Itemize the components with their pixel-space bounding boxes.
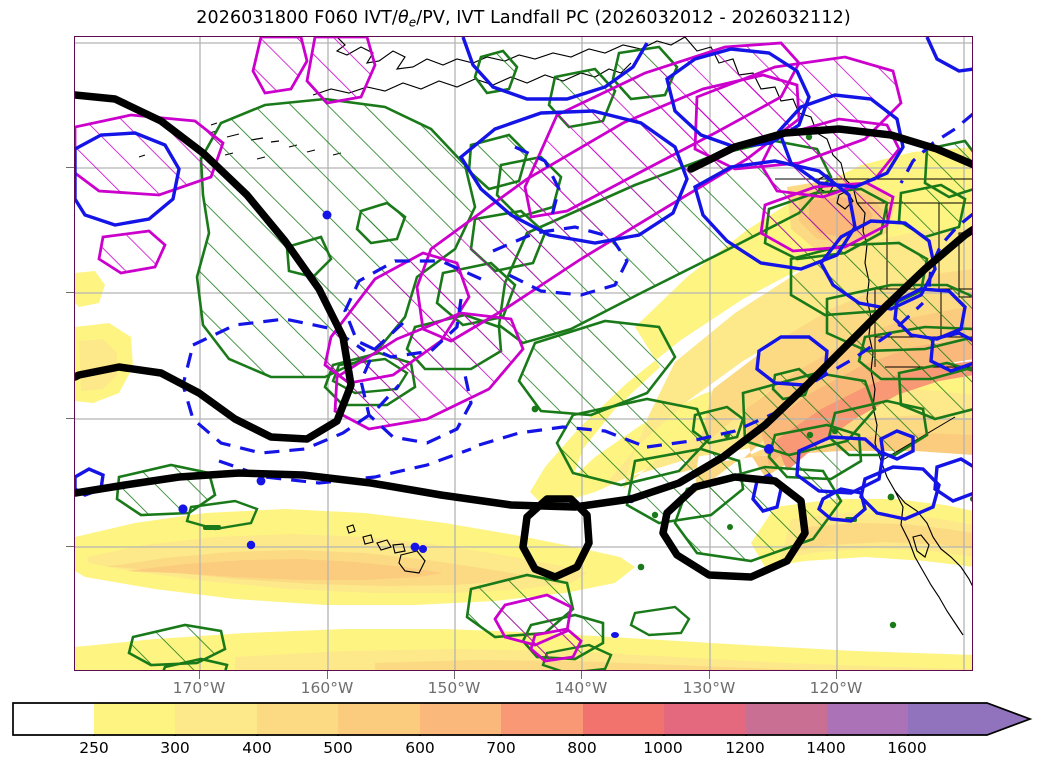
x-axis-label-160w: 160°W [300, 679, 354, 697]
x-tick-170w [199, 671, 201, 679]
pv-contours [75, 91, 972, 581]
colorbar-swatches [13, 703, 1030, 735]
title-window: (2026032012 - 2026032112) [594, 8, 851, 28]
x-tick-130w [709, 671, 711, 679]
title-fhour: F060 [314, 8, 359, 28]
colorbar-canvas [12, 702, 1033, 736]
colorbar-label-700: 700 [486, 739, 516, 757]
colorbar-label-250: 250 [79, 739, 109, 757]
colorbar-label-1400: 1400 [806, 739, 846, 757]
colorbar-label-1000: 1000 [643, 739, 683, 757]
x-axis-label-150w: 150°W [427, 679, 481, 697]
y-tick-30 [66, 418, 74, 420]
x-axis-label-120w: 120°W [809, 679, 863, 697]
y-tick-40 [66, 292, 74, 294]
x-axis-label-170w: 170°W [172, 679, 226, 697]
colorbar-label-800: 800 [567, 739, 597, 757]
page-title: 2026031800 F060 IVT/θe/PV, IVT Landfall … [0, 8, 1047, 29]
y-tick-20 [66, 546, 74, 548]
colorbar-label-600: 600 [405, 739, 435, 757]
x-tick-160w [327, 671, 329, 679]
title-fields-post: /PV, IVT Landfall PC [416, 8, 589, 28]
map-canvas [75, 37, 972, 670]
title-theta: θ [397, 8, 409, 28]
y-tick-50 [66, 167, 74, 169]
x-tick-120w [836, 671, 838, 679]
colorbar-label-1200: 1200 [725, 739, 765, 757]
title-theta-subscript: e [408, 15, 417, 30]
colorbar-label-500: 500 [323, 739, 353, 757]
colorbar-label-400: 400 [242, 739, 272, 757]
green-point-markers [203, 133, 972, 629]
ivt-landfall-magenta-polygons [75, 37, 903, 663]
x-axis-label-130w: 130°W [682, 679, 736, 697]
x-tick-140w [581, 671, 583, 679]
colorbar-label-300: 300 [160, 739, 190, 757]
colorbar-label-1600: 1600 [887, 739, 927, 757]
title-init: 2026031800 [196, 8, 309, 28]
colorbar-outline [12, 702, 1033, 736]
x-tick-150w [454, 671, 456, 679]
title-fields-pre: IVT/ [363, 8, 398, 28]
theta-e-solid-contours [75, 37, 972, 523]
map-panel[interactable] [74, 36, 973, 671]
ivt-colorbar[interactable] [12, 702, 1035, 736]
x-axis-label-140w: 140°W [554, 679, 608, 697]
